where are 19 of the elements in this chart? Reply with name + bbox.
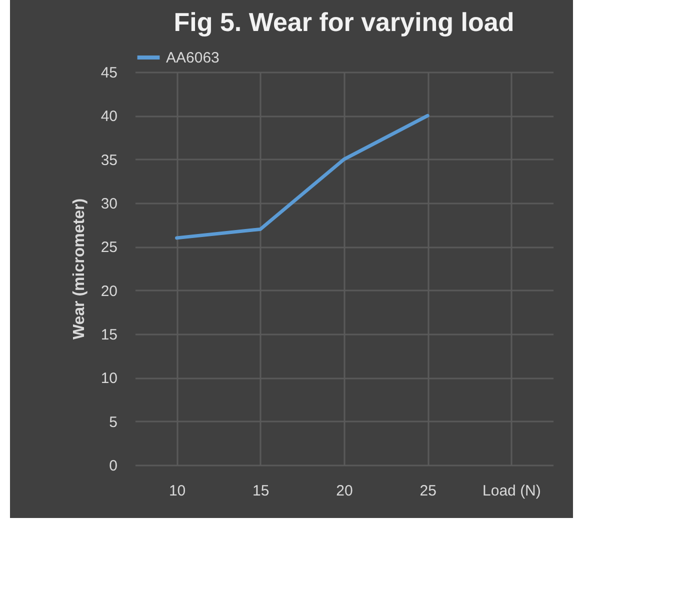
- y-tick-label: 35: [100, 152, 118, 169]
- y-tick-label: 40: [100, 108, 118, 126]
- y-tick-label: 30: [100, 196, 118, 212]
- x-tick-label: 15: [252, 482, 270, 500]
- y-tick-label: 5: [109, 414, 118, 431]
- y-tick-label: 25: [100, 239, 118, 256]
- x-tick-label: 10: [168, 482, 186, 500]
- chart-title: Fig 5. Wear for varying load: [174, 7, 514, 37]
- y-tick-label: 10: [100, 370, 118, 388]
- x-tick-label: 20: [336, 482, 353, 500]
- y-axis-title: Wear (micrometer): [70, 198, 88, 340]
- y-tick-label: 15: [100, 326, 118, 344]
- y-tick-label: 0: [109, 458, 118, 474]
- legend-label: AA6063: [166, 50, 220, 66]
- line-series: [175, 114, 430, 240]
- y-tick-label: 45: [100, 64, 118, 82]
- y-tick-label: 20: [100, 282, 118, 300]
- x-tick-label: 25: [420, 482, 436, 500]
- x-tick-label: Load (N): [482, 482, 541, 500]
